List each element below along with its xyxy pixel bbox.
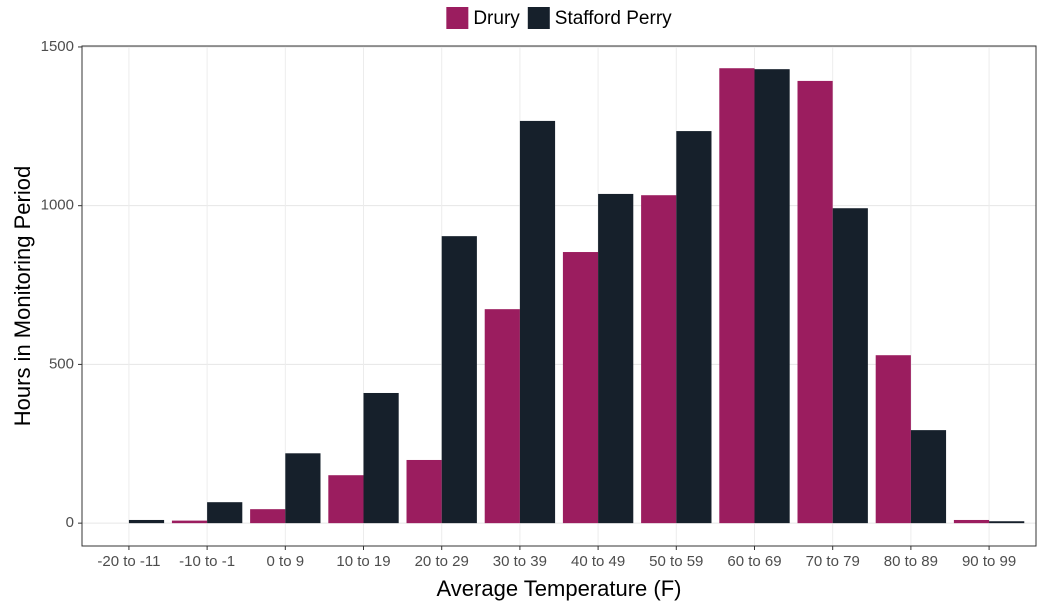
y-axis-title: Hours in Monitoring Period [10, 166, 35, 426]
bar [562, 252, 599, 524]
bar [910, 430, 947, 524]
x-tick-label: -20 to -11 [97, 553, 160, 570]
bar [676, 131, 712, 524]
bar [363, 392, 399, 524]
x-tick-label: 0 to 9 [267, 553, 305, 570]
panel-border [81, 45, 1037, 547]
bar [128, 519, 165, 524]
bar [598, 193, 634, 524]
legend-swatch [527, 7, 550, 29]
x-tick-label: 40 to 49 [571, 553, 625, 570]
bar [328, 475, 364, 524]
bar [875, 355, 911, 524]
bar [797, 80, 833, 524]
bar [406, 459, 442, 524]
bar [754, 69, 790, 524]
x-tick-label: 20 to 29 [415, 553, 469, 570]
x-tick-label: 60 to 69 [727, 553, 781, 570]
bar [519, 120, 556, 524]
bar [207, 502, 243, 524]
x-tick-label: 70 to 79 [806, 553, 860, 570]
y-tick-label: 1000 [41, 197, 74, 214]
bar [171, 520, 208, 524]
bar [719, 68, 755, 524]
bar [989, 521, 1025, 524]
x-axis-title: Average Temperature (F) [437, 576, 682, 601]
y-tick-label: 500 [49, 355, 74, 372]
x-tick-label: 90 to 99 [962, 553, 1016, 570]
legend-label: Drury [473, 8, 520, 29]
x-tick-label: 30 to 39 [493, 553, 547, 570]
bar [441, 236, 477, 524]
y-tick-label: 0 [66, 514, 74, 531]
x-tick-label: 80 to 89 [884, 553, 938, 570]
bar [832, 208, 868, 524]
x-tick-label: 50 to 59 [649, 553, 703, 570]
x-tick-label: -10 to -1 [179, 553, 235, 570]
x-tick-label: 10 to 19 [336, 553, 390, 570]
bar [641, 195, 677, 524]
y-tick-label: 1500 [41, 38, 74, 55]
bar [953, 519, 990, 524]
legend-swatch [446, 7, 469, 29]
legend-label: Stafford Perry [555, 8, 672, 29]
bar [285, 453, 321, 524]
bar [250, 509, 286, 524]
bar [484, 309, 520, 524]
